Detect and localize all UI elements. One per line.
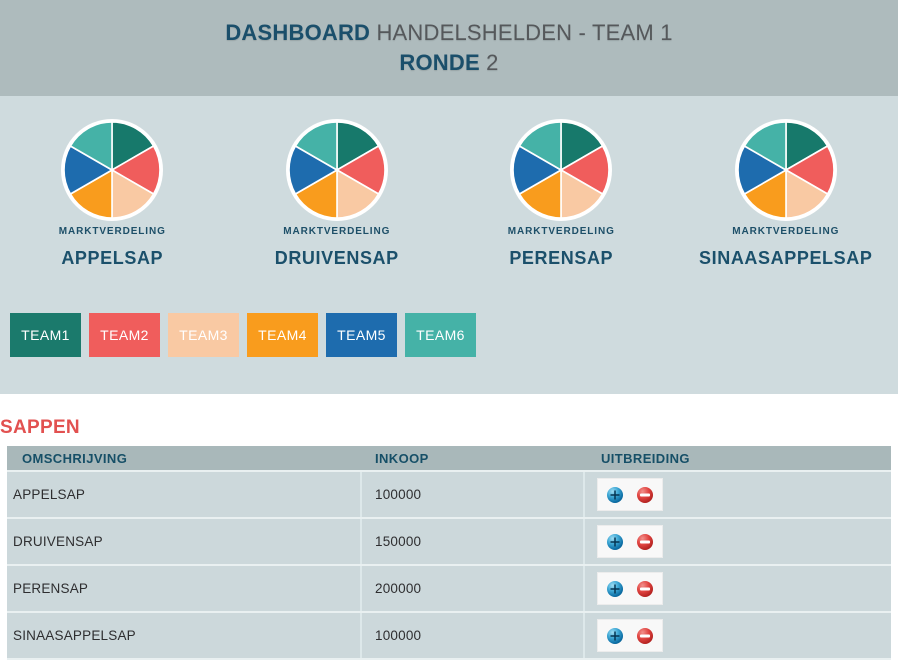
plus-orb-icon[interactable]: [607, 533, 623, 550]
table-row: DRUIVENSAP 150000: [7, 519, 891, 566]
chart-label: MARKTVERDELING: [58, 226, 166, 237]
chart-label: MARKTVERDELING: [283, 226, 391, 237]
cell-uitbreiding: [583, 566, 891, 611]
uitbreiding-controls: [597, 525, 663, 558]
pie-chart: [285, 119, 388, 221]
cell-inkoop: 200000: [360, 566, 583, 611]
team-button-2[interactable]: TEAM2: [89, 313, 160, 357]
pie-chart: [61, 119, 164, 221]
uitbreiding-controls: [597, 619, 663, 652]
cell-uitbreiding: [583, 519, 891, 564]
table-header-row: OMSCHRIJVING INKOOP UITBREIDING: [7, 446, 891, 472]
team-button-4[interactable]: TEAM4: [247, 313, 318, 357]
table-row: PERENSAP 200000: [7, 566, 891, 613]
cell-omschrijving: PERENSAP: [13, 581, 89, 596]
plus-orb-icon[interactable]: [607, 627, 623, 644]
team-button-6[interactable]: TEAM6: [405, 313, 476, 357]
page-subtitle-bold: RONDE: [399, 50, 480, 75]
minus-orb-icon[interactable]: [637, 486, 653, 503]
plus-orb-icon[interactable]: [607, 486, 623, 503]
uitbreiding-controls: [597, 478, 663, 511]
cell-omschrijving: SINAASAPPELSAP: [13, 628, 136, 643]
table-row: SINAASAPPELSAP 100000: [7, 613, 891, 660]
chart-title: PERENSAP: [509, 248, 614, 268]
cell-omschrijving: DRUIVENSAP: [13, 534, 103, 549]
page-subtitle: RONDE 2: [399, 48, 498, 78]
cell-uitbreiding: [583, 472, 891, 517]
market-chart-card: MARKTVERDELING SINAASAPPELSAP: [674, 118, 898, 269]
pie-chart: [734, 119, 837, 221]
cell-uitbreiding: [583, 613, 891, 658]
chart-title: SINAASAPPELSAP: [699, 248, 873, 268]
teams-legend-row: TEAM1 TEAM2 TEAM3 TEAM4 TEAM5 TEAM6: [10, 313, 898, 357]
column-header-uitbreiding: UITBREIDING: [601, 450, 690, 466]
plus-orb-icon[interactable]: [607, 580, 623, 597]
cell-omschrijving: APPELSAP: [13, 487, 86, 502]
section-title-sappen: SAPPEN: [0, 417, 80, 438]
chart-label: MARKTVERDELING: [732, 226, 840, 237]
market-chart-card: MARKTVERDELING PERENSAP: [449, 118, 674, 269]
page-subtitle-rest: 2: [479, 50, 499, 75]
sappen-section: SAPPEN OMSCHRIJVING INKOOP UITBREIDING A…: [0, 394, 898, 660]
market-charts-row: MARKTVERDELING APPELSAP MARKTVERDELING D…: [0, 96, 898, 269]
column-header-omschrijving: OMSCHRIJVING: [22, 450, 128, 466]
minus-orb-icon[interactable]: [637, 580, 653, 597]
chart-label: MARKTVERDELING: [507, 226, 615, 237]
cell-inkoop: 100000: [360, 472, 583, 517]
page-title-bold: DASHBOARD: [225, 20, 371, 45]
page-title-rest: HANDELSHELDEN - TEAM 1: [370, 20, 673, 45]
cell-inkoop: 100000: [360, 613, 583, 658]
table-body: APPELSAP 100000 DRUIVENSAP 150000 PERENS…: [7, 472, 891, 660]
column-header-inkoop: INKOOP: [375, 450, 429, 466]
chart-title: DRUIVENSAP: [274, 248, 399, 268]
table-row: APPELSAP 100000: [7, 472, 891, 519]
page-header: DASHBOARD HANDELSHELDEN - TEAM 1 RONDE 2: [0, 0, 898, 96]
charts-section: MARKTVERDELING APPELSAP MARKTVERDELING D…: [0, 96, 898, 394]
team-button-5[interactable]: TEAM5: [326, 313, 397, 357]
team-button-1[interactable]: TEAM1: [10, 313, 81, 357]
minus-orb-icon[interactable]: [637, 627, 653, 644]
team-button-3[interactable]: TEAM3: [168, 313, 239, 357]
cell-inkoop: 150000: [360, 519, 583, 564]
market-chart-card: MARKTVERDELING APPELSAP: [0, 118, 225, 269]
chart-title: APPELSAP: [61, 248, 164, 268]
market-chart-card: MARKTVERDELING DRUIVENSAP: [225, 118, 450, 269]
sappen-table: OMSCHRIJVING INKOOP UITBREIDING APPELSAP…: [7, 446, 891, 660]
pie-chart: [510, 119, 613, 221]
uitbreiding-controls: [597, 572, 663, 605]
page-title: DASHBOARD HANDELSHELDEN - TEAM 1: [225, 18, 672, 48]
minus-orb-icon[interactable]: [637, 533, 653, 550]
